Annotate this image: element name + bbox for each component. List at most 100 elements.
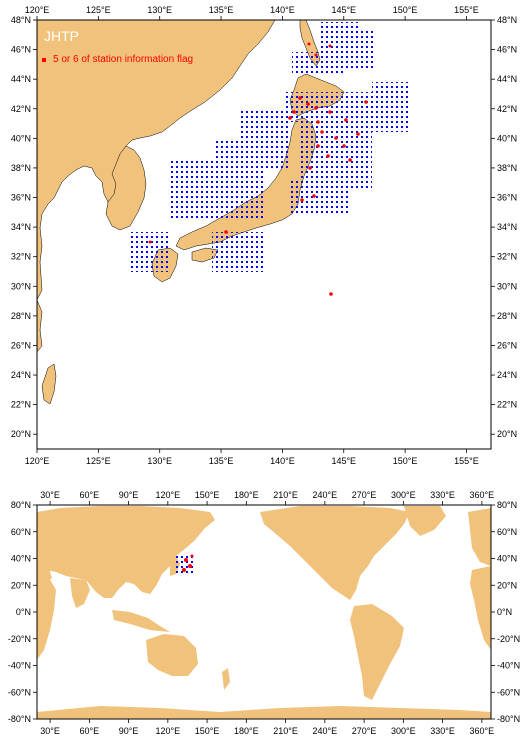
- top-lat-label: 46°N: [11, 45, 31, 55]
- bottom-lon-labels-top: 30°E 60°E 90°E 120°E 150°E 180°E 210°E 240°E 270…: [40, 490, 494, 500]
- bottom-lat-label: 20°N: [497, 580, 517, 590]
- greenland: [404, 506, 446, 536]
- bottom-lon-label: 90°E: [119, 490, 139, 500]
- top-lon-label: 140°E: [270, 5, 295, 15]
- top-lat-label: 36°N: [497, 193, 517, 203]
- top-lat-labels-right: 48°N 46°N 44°N 42°N 40°N 38°N 36°N 34°N 32°N 30°N…: [497, 15, 517, 439]
- korea: [105, 145, 147, 231]
- bottom-lat-label: -60°N: [8, 687, 31, 697]
- top-lat-label: 44°N: [11, 74, 31, 84]
- top-lat-label: 30°N: [497, 281, 517, 291]
- bottom-lon-labels-bottom: 30°E 60°E 90°E 120°E 150°E 180°E 210°E 240°E 270…: [40, 726, 494, 736]
- bottom-lon-label: 180°E: [234, 726, 259, 736]
- bottom-lon-label: 90°E: [119, 726, 139, 736]
- top-lat-label: 22°N: [11, 400, 31, 410]
- top-lat-label: 38°N: [497, 163, 517, 173]
- top-lat-label: 44°N: [497, 74, 517, 84]
- bottom-lat-label: 0°N: [497, 607, 512, 617]
- top-lon-labels-top: 120°E 125°E 130°E 135°E 140°E 145°E 150°E 155°E: [25, 5, 479, 15]
- top-lat-label: 42°N: [497, 104, 517, 114]
- bottom-lon-label: 210°E: [273, 726, 298, 736]
- bottom-lon-label: 300°E: [391, 490, 416, 500]
- top-lat-label: 20°N: [11, 429, 31, 439]
- bottom-lon-label: 240°E: [313, 726, 338, 736]
- world-land: [37, 506, 491, 719]
- top-lon-label: 140°E: [270, 456, 295, 466]
- china-coast: [37, 299, 43, 353]
- top-lat-label: 32°N: [11, 252, 31, 262]
- bottom-lat-labels-right: 80°N 60°N 40°N 20°N 0°N -20°N -40°N -60°N -80°N: [497, 500, 520, 724]
- top-map-frame: [36, 19, 492, 450]
- top-lon-label: 120°E: [25, 5, 50, 15]
- legend-swatch: [42, 58, 46, 62]
- bottom-lon-label: 270°E: [352, 490, 377, 500]
- bottom-lat-label: 60°N: [497, 527, 517, 537]
- bottom-lat-label: 40°N: [11, 554, 31, 564]
- bottom-lat-label: -80°N: [8, 714, 31, 724]
- bottom-lat-label: -40°N: [8, 661, 31, 671]
- bottom-lon-label: 360°E: [470, 490, 495, 500]
- top-lat-label: 36°N: [11, 193, 31, 203]
- bottom-lon-label: 330°E: [430, 726, 455, 736]
- bottom-lon-label: 180°E: [234, 490, 259, 500]
- taiwan: [41, 363, 57, 405]
- top-lon-label: 130°E: [147, 5, 172, 15]
- top-lat-label: 34°N: [497, 222, 517, 232]
- top-lon-label: 150°E: [393, 5, 418, 15]
- bottom-lat-label: -20°N: [8, 634, 31, 644]
- north-america: [260, 506, 410, 600]
- bottom-lat-label: -60°N: [497, 687, 520, 697]
- top-lon-label: 150°E: [393, 456, 418, 466]
- india: [70, 578, 90, 608]
- bottom-lat-label: 80°N: [497, 500, 517, 510]
- bottom-lon-label: 330°E: [430, 490, 455, 500]
- top-lat-label: 26°N: [497, 340, 517, 350]
- top-lon-label: 145°E: [331, 5, 356, 15]
- bottom-lon-label: 150°E: [195, 490, 220, 500]
- top-lat-labels-left: 48°N 46°N 44°N 42°N 40°N 38°N 36°N 34°N 32°N 30°N…: [11, 15, 31, 439]
- top-lon-label: 125°E: [86, 456, 111, 466]
- bottom-lat-label: -20°N: [497, 634, 520, 644]
- bottom-lat-label: 0°N: [16, 607, 31, 617]
- bottom-lon-label: 30°E: [40, 490, 60, 500]
- bottom-lon-label: 240°E: [313, 490, 338, 500]
- new-zealand: [222, 668, 230, 690]
- indonesia: [112, 610, 170, 632]
- top-map: JHTP 5 or 6 of station information flag …: [11, 5, 517, 466]
- africa-edge: [37, 572, 56, 660]
- bottom-map: 30°E 60°E 90°E 120°E 150°E 180°E 210°E 240°E 270…: [8, 490, 520, 736]
- top-lat-label: 48°N: [497, 15, 517, 25]
- top-lat-label: 26°N: [11, 340, 31, 350]
- bottom-lon-label: 300°E: [391, 726, 416, 736]
- antarctica: [37, 706, 491, 719]
- bottom-lon-label: 360°E: [470, 726, 495, 736]
- top-lat-label: 24°N: [497, 370, 517, 380]
- top-lat-label: 48°N: [11, 15, 31, 25]
- top-lon-label: 135°E: [209, 456, 234, 466]
- top-lon-label: 135°E: [209, 5, 234, 15]
- top-lat-label: 20°N: [497, 429, 517, 439]
- world-stations: [176, 554, 196, 576]
- legend-label: 5 or 6 of station information flag: [53, 54, 193, 65]
- top-lon-label: 130°E: [147, 456, 172, 466]
- top-lat-label: 38°N: [11, 163, 31, 173]
- top-lat-label: 28°N: [11, 311, 31, 321]
- bottom-lon-label: 30°E: [40, 726, 60, 736]
- bottom-lat-label: 40°N: [497, 554, 517, 564]
- south-america: [350, 604, 404, 700]
- top-lon-label: 120°E: [25, 456, 50, 466]
- top-lat-label: 24°N: [11, 370, 31, 380]
- top-lon-label: 125°E: [86, 5, 111, 15]
- top-lat-label: 40°N: [497, 133, 517, 143]
- top-lat-label: 40°N: [11, 133, 31, 143]
- eurasia: [37, 506, 215, 598]
- top-lat-label: 46°N: [497, 45, 517, 55]
- top-lat-label: 30°N: [11, 281, 31, 291]
- arabia: [37, 560, 52, 584]
- bottom-lon-label: 60°E: [80, 490, 100, 500]
- station-points: [128, 22, 408, 272]
- top-lat-label: 32°N: [497, 252, 517, 262]
- bottom-lon-label: 120°E: [156, 490, 181, 500]
- top-lon-label: 155°E: [454, 456, 479, 466]
